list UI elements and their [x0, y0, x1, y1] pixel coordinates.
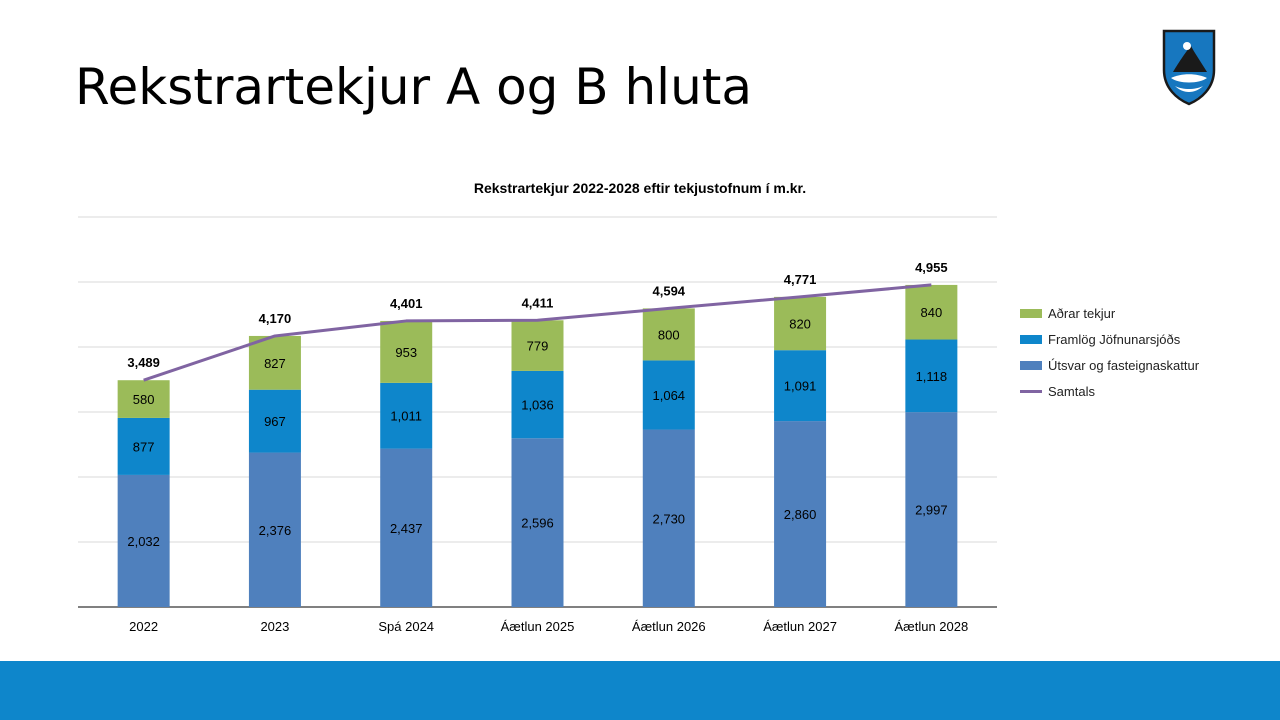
- legend-label: Útsvar og fasteignaskattur: [1048, 357, 1200, 373]
- chart-legend: Aðrar tekjur Framlög Jöfnunarsjóðs Útsvar …: [1020, 300, 1199, 404]
- x-tick-label: Áætlun 2025: [501, 619, 575, 634]
- x-tick-label: Áætlun 2027: [763, 619, 837, 634]
- legend-swatch: [1020, 360, 1042, 370]
- legend-item: Samtals: [1020, 378, 1199, 404]
- bar-segment: [117, 474, 170, 607]
- bar-segment: [642, 429, 695, 607]
- data-label: 800: [658, 327, 680, 342]
- x-tick-label: Spá 2024: [378, 619, 434, 634]
- legend-label: Aðrar tekjur: [1048, 305, 1116, 321]
- bar-segment: [642, 360, 695, 430]
- data-label: 1,011: [390, 409, 422, 424]
- total-label: 4,594: [653, 283, 686, 298]
- data-label: 1,064: [653, 388, 686, 403]
- legend-item: Útsvar og fasteignaskattur: [1020, 352, 1199, 378]
- data-label: 820: [789, 317, 811, 332]
- bar-segment: [511, 320, 564, 371]
- data-label: 1,036: [521, 398, 554, 413]
- bar-segment: [774, 350, 827, 422]
- bar-segment: [248, 335, 301, 390]
- legend-swatch: [1020, 308, 1042, 318]
- data-label: 2,596: [521, 516, 554, 531]
- bar-segment: [905, 412, 958, 607]
- chart-title: Rekstrartekjur 2022-2028 eftir tekjustof…: [473, 180, 807, 196]
- bar-segment: [905, 339, 958, 413]
- data-label: 2,730: [653, 511, 686, 526]
- data-label: 967: [264, 414, 286, 429]
- legend-swatch: [1020, 334, 1042, 344]
- x-tick-label: Áætlun 2028: [894, 619, 968, 634]
- footer-bar: [0, 661, 1280, 720]
- bar-segment: [117, 417, 170, 475]
- bar-segment: [380, 320, 433, 383]
- total-label: 4,170: [259, 311, 292, 326]
- bar-segment: [511, 370, 564, 439]
- data-label: 827: [264, 356, 286, 371]
- legend-item: Framlög Jöfnunarsjóðs: [1020, 326, 1199, 352]
- bar-segment: [380, 382, 433, 449]
- bar-segment: [117, 380, 170, 418]
- bar-segment: [380, 448, 433, 607]
- legend-item: Aðrar tekjur: [1020, 300, 1199, 326]
- total-label: 4,771: [784, 272, 817, 287]
- legend-line-swatch: [1020, 389, 1042, 393]
- data-label: 2,032: [127, 534, 160, 549]
- x-tick-label: 2023: [260, 619, 289, 634]
- x-tick-label: 2022: [129, 619, 158, 634]
- total-label: 3,489: [127, 355, 160, 370]
- bar-segment: [642, 308, 695, 361]
- data-label: 2,437: [390, 521, 423, 536]
- data-label: 1,091: [784, 379, 817, 394]
- total-label: 4,401: [390, 296, 423, 311]
- data-label: 2,376: [259, 523, 292, 538]
- coat-of-arms-logo: [1162, 29, 1216, 106]
- data-label: 2,997: [915, 503, 948, 518]
- data-label: 877: [133, 439, 155, 454]
- data-label: 1,118: [916, 369, 948, 384]
- legend-label: Samtals: [1048, 383, 1095, 399]
- x-tick-label: Áætlun 2026: [632, 619, 706, 634]
- total-label: 4,411: [522, 295, 554, 310]
- total-label: 4,955: [915, 260, 948, 275]
- data-label: 2,860: [784, 507, 817, 522]
- bar-segment: [774, 421, 827, 607]
- data-label: 779: [527, 339, 549, 354]
- legend-label: Framlög Jöfnunarsjóðs: [1048, 331, 1181, 347]
- data-label: 840: [921, 305, 943, 320]
- bar-segment: [511, 438, 564, 607]
- bar-segment: [248, 452, 301, 607]
- total-line: [143, 283, 932, 382]
- bar-segment: [774, 296, 827, 351]
- slide-title: Rekstrartekjur A og B hluta: [75, 58, 753, 116]
- bar-segment: [905, 284, 958, 340]
- data-label: 953: [395, 345, 417, 360]
- bar-segment: [248, 389, 301, 453]
- data-label: 580: [133, 392, 155, 407]
